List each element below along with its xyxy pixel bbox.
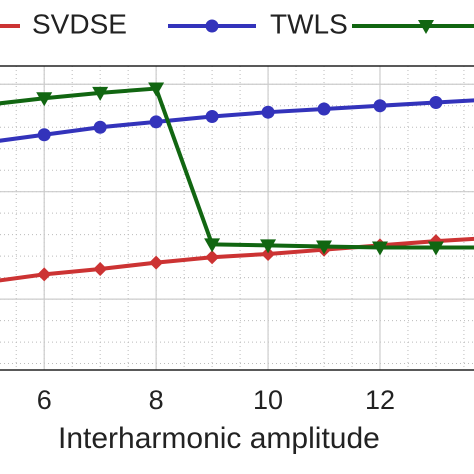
marker — [149, 115, 163, 129]
legend-label: TWLS — [270, 8, 348, 39]
legend-label: SVDSE — [32, 8, 127, 39]
marker — [36, 92, 53, 107]
marker — [205, 109, 219, 123]
marker — [317, 102, 331, 116]
marker — [37, 128, 51, 142]
marker — [261, 105, 275, 119]
marker — [371, 241, 388, 256]
marker — [205, 19, 219, 33]
marker — [316, 240, 333, 255]
plot-layer — [0, 66, 474, 370]
marker — [261, 246, 276, 261]
series-line — [0, 98, 474, 143]
plot-area — [0, 66, 474, 370]
marker — [373, 99, 387, 113]
marker — [418, 20, 434, 34]
marker — [148, 82, 165, 97]
marker — [37, 267, 52, 282]
x-tick-label: 6 — [37, 385, 52, 415]
x-tick-label: 10 — [253, 385, 283, 415]
x-tick-label: 8 — [149, 385, 164, 415]
x-axis-label: Interharmonic amplitude — [58, 422, 380, 455]
series-line — [0, 86, 474, 250]
marker — [93, 120, 107, 134]
marker — [205, 250, 220, 265]
marker — [427, 241, 444, 256]
marker — [204, 238, 221, 253]
x-tick-label: 12 — [365, 385, 395, 415]
marker — [92, 86, 109, 101]
series-line — [0, 236, 474, 283]
marker — [429, 96, 443, 110]
marker — [149, 255, 164, 270]
marker — [93, 262, 108, 277]
marker — [260, 239, 277, 254]
